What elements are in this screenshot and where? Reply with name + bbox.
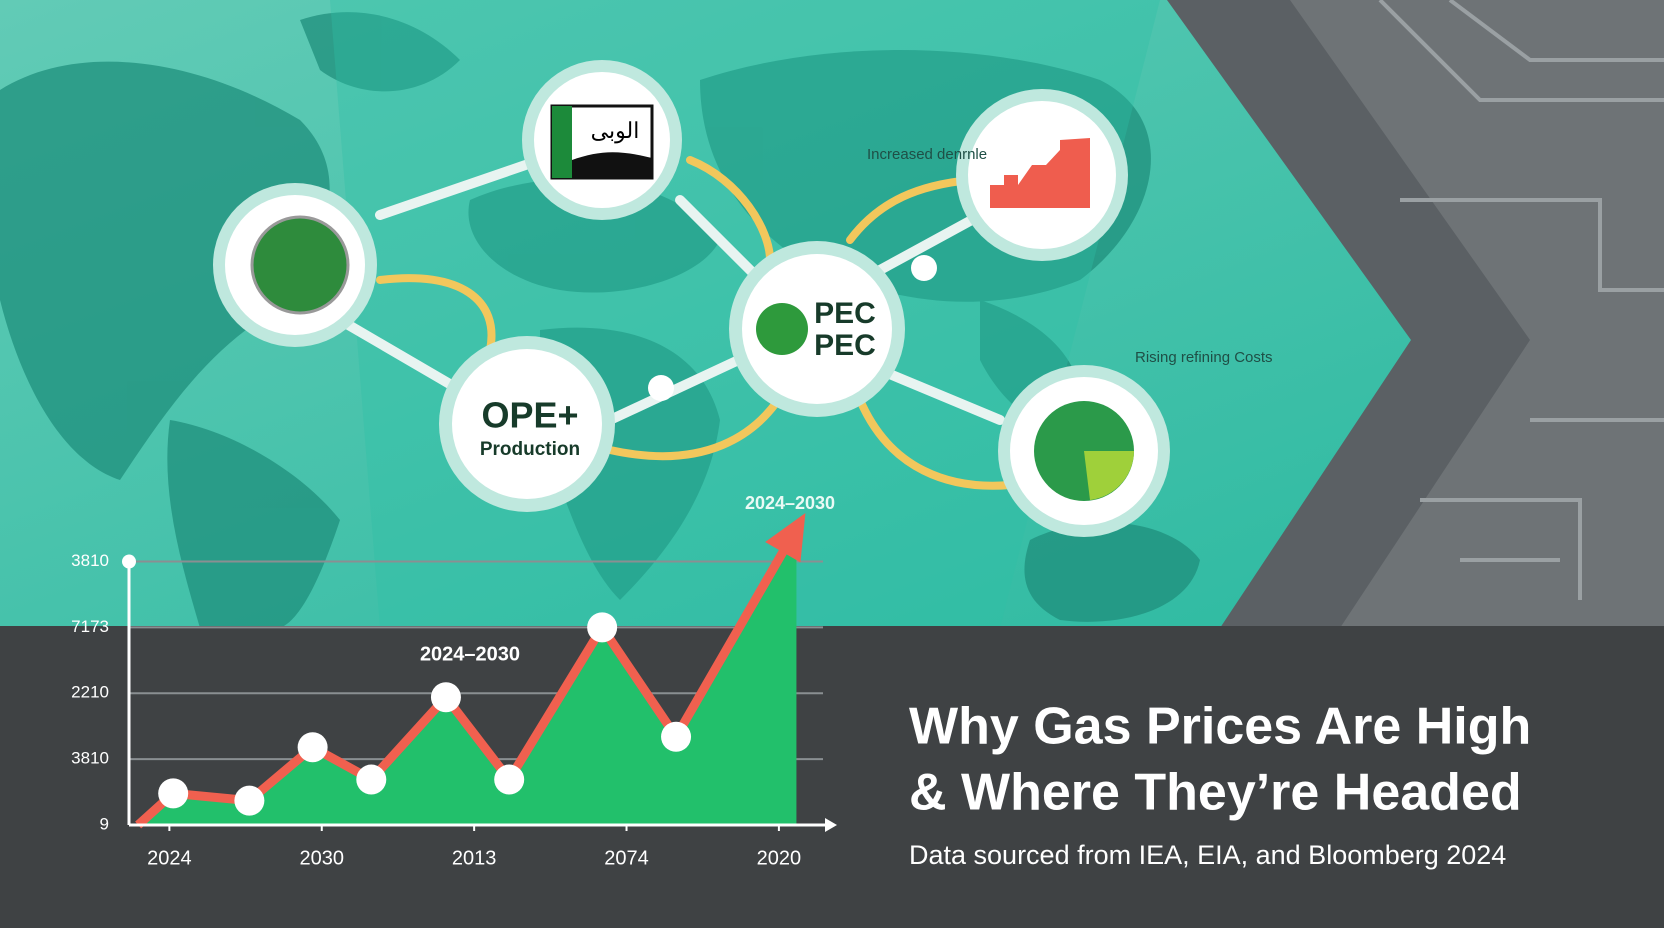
point: [234, 785, 265, 816]
y-tick-label: 3810: [71, 749, 109, 768]
x-axis-arrow: [825, 818, 837, 832]
point: [356, 764, 387, 795]
chart: 9 3810 2210 7173 3810 2024 2030 2013 2074 2020: [71, 513, 837, 869]
y-tick-label: 2210: [71, 683, 109, 702]
connections: [335, 155, 1014, 490]
y-axis-cap: [122, 554, 136, 569]
annotation: 2024–2030: [745, 493, 835, 513]
title: Why Gas Prices Are High: [909, 698, 1531, 756]
area: [138, 528, 797, 825]
node-label: PEC: [814, 329, 876, 362]
chart-annotation: 2024–2030: [420, 643, 520, 665]
gray-chevron: [1290, 0, 1664, 628]
y-tick-label: 7173: [71, 617, 109, 636]
annotation: Increased denrnle: [867, 146, 987, 163]
x-tick-label: 2024: [147, 847, 192, 869]
y-tick-label: 9: [100, 814, 109, 833]
node-label: OPE+: [481, 395, 578, 436]
x-tick-label: 2074: [604, 847, 649, 869]
y-tick-label: 3810: [71, 551, 109, 570]
arrow-head: [765, 513, 806, 563]
circuit-lines: [1378, 0, 1664, 600]
node-label: PEC: [814, 297, 876, 330]
flag-text: الوبى: [591, 118, 640, 144]
title: & Where They’re Headed: [909, 764, 1522, 822]
x-tick-label: 2030: [300, 847, 345, 869]
point: [587, 612, 618, 643]
annotation: Rising refining Costs: [1135, 349, 1273, 366]
point: [430, 682, 461, 713]
node-sublabel: Production: [480, 439, 580, 460]
line: [135, 526, 801, 829]
x-tick-label: 2013: [452, 847, 497, 869]
nodes: الوبى OPE+ Production PEC PEC: [213, 60, 1170, 537]
point: [494, 764, 525, 795]
subtitle: Data sourced from IEA, EIA, and Bloomber…: [909, 840, 1506, 870]
point: [661, 721, 692, 752]
point: [158, 778, 189, 809]
point: [297, 732, 328, 763]
x-tick-label: 2020: [757, 847, 802, 869]
